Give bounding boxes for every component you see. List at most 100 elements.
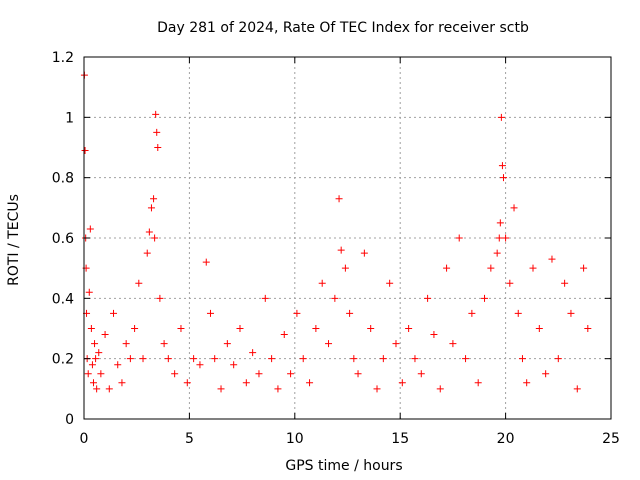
- data-point: [150, 195, 158, 203]
- data-point: [496, 219, 504, 227]
- data-point: [386, 279, 394, 287]
- data-point: [147, 204, 155, 212]
- data-point: [411, 355, 419, 363]
- data-point: [462, 355, 470, 363]
- data-point: [331, 294, 339, 302]
- data-point: [299, 355, 307, 363]
- data-point: [337, 246, 345, 254]
- data-point: [449, 340, 457, 348]
- data-point: [535, 325, 543, 332]
- data-point: [183, 379, 191, 387]
- data-point: [493, 249, 501, 257]
- data-point: [196, 361, 204, 369]
- data-point: [268, 355, 276, 363]
- data-point: [443, 264, 451, 272]
- data-point: [177, 325, 185, 332]
- chart-title: Day 281 of 2024, Rate Of TEC Index for r…: [157, 20, 529, 36]
- data-point: [474, 379, 482, 387]
- data-point: [580, 264, 588, 272]
- data-point: [110, 309, 118, 317]
- data-point: [510, 204, 518, 212]
- data-point: [154, 144, 162, 151]
- data-point: [436, 385, 444, 393]
- data-point: [497, 113, 505, 121]
- data-point: [89, 379, 97, 387]
- data-point: [502, 234, 510, 242]
- data-point: [341, 264, 349, 272]
- data-point: [430, 331, 438, 339]
- x-tick-label: 15: [391, 431, 409, 447]
- data-point: [145, 228, 153, 236]
- data-point: [190, 355, 198, 363]
- data-point: [101, 331, 109, 339]
- data-point: [417, 370, 425, 378]
- x-tick-label: 20: [497, 431, 515, 447]
- data-point: [567, 309, 575, 317]
- data-point: [91, 340, 99, 348]
- data-point: [87, 325, 95, 332]
- data-point: [280, 331, 288, 339]
- data-point: [354, 370, 362, 378]
- data-point: [293, 309, 301, 317]
- data-point: [306, 379, 314, 387]
- data-point: [318, 279, 326, 287]
- data-point: [217, 385, 225, 393]
- y-tick-label: 0.2: [52, 352, 74, 368]
- data-point: [84, 370, 92, 378]
- data-point: [160, 340, 168, 348]
- x-tick-label: 25: [602, 431, 620, 447]
- data-point: [335, 195, 343, 203]
- data-point: [350, 355, 358, 363]
- data-point: [523, 379, 531, 387]
- data-point: [548, 255, 556, 263]
- data-point: [261, 294, 269, 302]
- data-point: [202, 258, 210, 266]
- data-point: [584, 325, 592, 332]
- x-tick-label: 10: [286, 431, 304, 447]
- data-point: [114, 361, 122, 369]
- data-point: [211, 355, 219, 363]
- data-point: [152, 110, 160, 118]
- data-point: [398, 379, 406, 387]
- data-point: [455, 234, 463, 242]
- data-point: [95, 349, 103, 357]
- data-point: [373, 385, 381, 393]
- data-point: [405, 325, 413, 332]
- data-point: [561, 279, 569, 287]
- data-point: [312, 325, 320, 332]
- data-point: [360, 249, 368, 257]
- data-point: [85, 288, 93, 296]
- data-points: [80, 71, 592, 393]
- plot-frame: [83, 56, 612, 420]
- data-point: [424, 294, 432, 302]
- data-point: [495, 234, 503, 242]
- x-tick-label: 5: [185, 431, 194, 447]
- data-point: [122, 340, 130, 348]
- data-point: [143, 249, 151, 257]
- x-tick-label: 0: [80, 431, 89, 447]
- data-point: [529, 264, 537, 272]
- data-point: [164, 355, 172, 363]
- data-point: [506, 279, 514, 287]
- data-point: [153, 128, 161, 136]
- data-point: [97, 370, 105, 378]
- y-tick-label: 0: [65, 412, 74, 428]
- data-point: [392, 340, 400, 348]
- data-point: [274, 385, 282, 393]
- data-point: [249, 349, 257, 357]
- data-point: [206, 309, 214, 317]
- data-point: [499, 174, 507, 182]
- data-point: [325, 340, 333, 348]
- data-point: [139, 355, 147, 363]
- y-tick-label: 0.6: [52, 231, 74, 247]
- data-point: [367, 325, 375, 332]
- data-point: [223, 340, 231, 348]
- data-point: [126, 355, 134, 363]
- data-point: [514, 309, 522, 317]
- data-point: [81, 147, 89, 155]
- data-point: [230, 361, 238, 369]
- y-tick-label: 1.2: [52, 50, 74, 66]
- data-point: [242, 379, 250, 387]
- data-point: [236, 325, 244, 332]
